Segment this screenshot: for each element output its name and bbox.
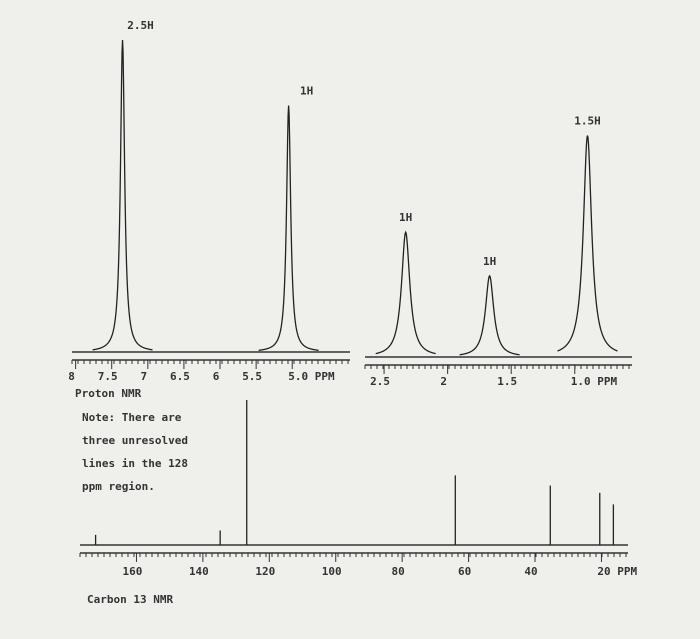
x-tick-label: 160 xyxy=(123,565,143,578)
x-tick-label: 2.5 xyxy=(370,375,390,388)
x-tick-label: 6 xyxy=(213,370,220,383)
x-tick-label: 1.0 PPM xyxy=(571,375,618,388)
x-tick-label: 1.5 xyxy=(497,375,517,388)
peak xyxy=(459,274,520,356)
integration-label: 1H xyxy=(300,85,313,98)
x-tick-label: 20 PPM xyxy=(597,565,637,578)
x-tick-label: 7.5 xyxy=(98,370,118,383)
x-tick-label: 5.5 xyxy=(242,370,262,383)
note-line: lines in the 128 xyxy=(82,457,188,470)
x-tick-label: 80 xyxy=(392,565,405,578)
spectrum-label: Carbon 13 NMR xyxy=(87,593,173,606)
x-tick-label: 6.5 xyxy=(170,370,190,383)
x-tick-label: 8 xyxy=(68,370,75,383)
peak xyxy=(557,135,618,352)
x-tick-label: 120 xyxy=(255,565,275,578)
integration-label: 2.5H xyxy=(127,19,154,32)
x-tick-label: 7 xyxy=(141,370,148,383)
x-tick-label: 60 xyxy=(458,565,471,578)
x-tick-label: 2 xyxy=(440,375,447,388)
note-line: three unresolved xyxy=(82,434,188,447)
integration-label: 1H xyxy=(483,255,496,268)
note-line: ppm region. xyxy=(82,480,155,493)
x-tick-label: 100 xyxy=(322,565,342,578)
x-tick-label: 40 xyxy=(524,565,537,578)
integration-label: 1.5H xyxy=(574,114,601,127)
peak xyxy=(92,39,153,351)
note-line: Note: There are xyxy=(82,411,182,424)
peak xyxy=(258,105,319,351)
spectrum-label: Proton NMR xyxy=(75,387,142,400)
x-tick-label: 140 xyxy=(189,565,209,578)
peak xyxy=(375,230,436,355)
x-tick-label: 5.0 PPM xyxy=(288,370,335,383)
integration-label: 1H xyxy=(399,211,412,224)
